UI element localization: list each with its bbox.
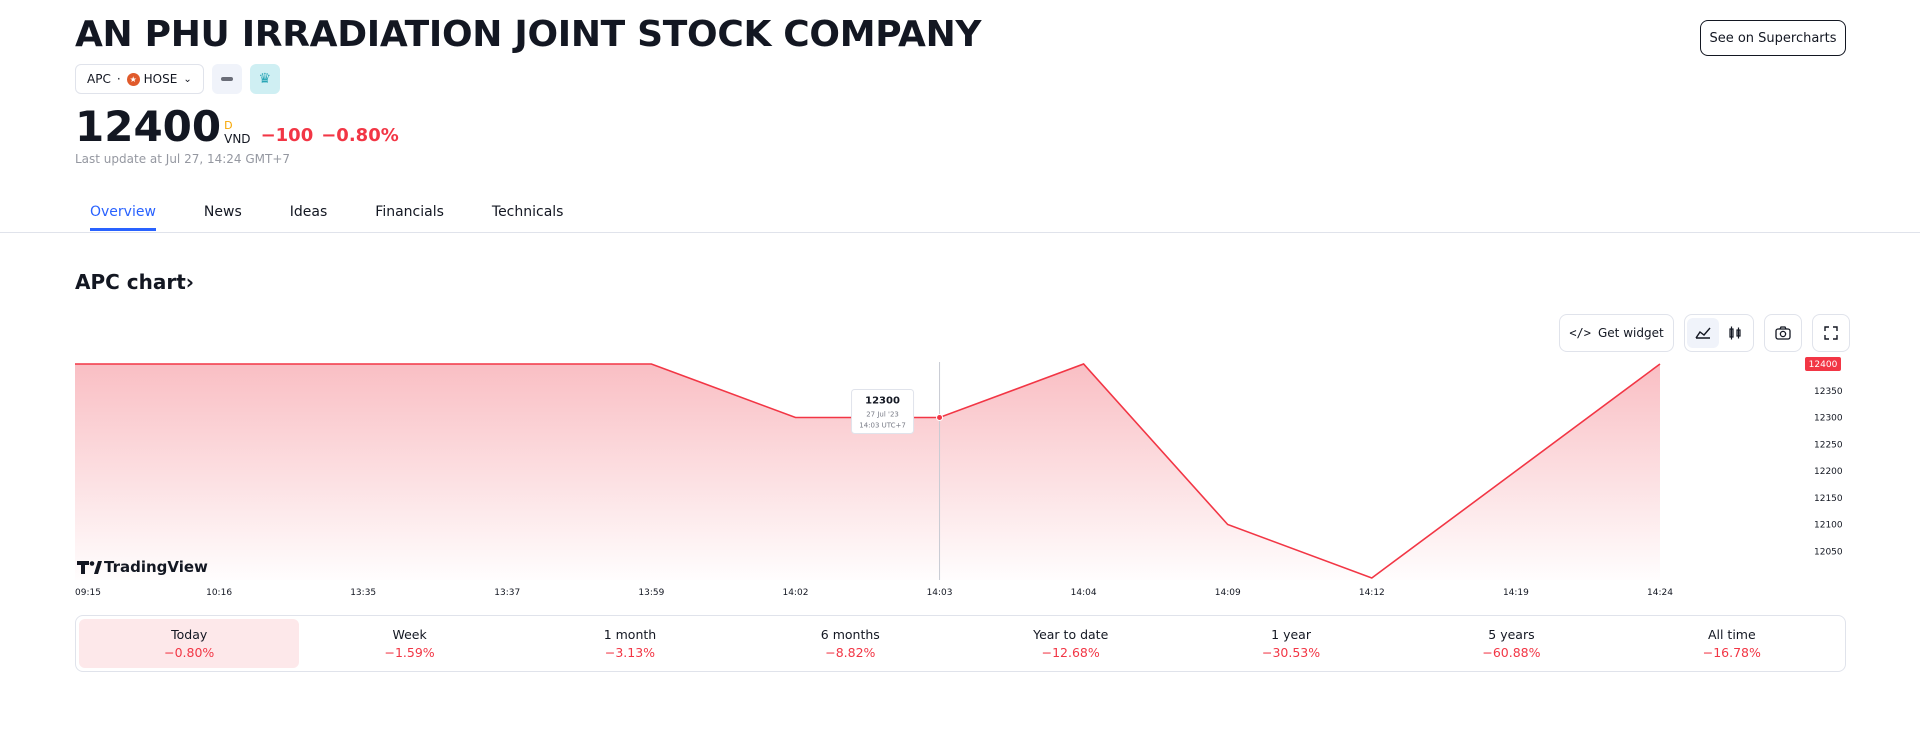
y-tick-label: 12300 [1814,414,1843,424]
candles-chart-icon[interactable] [1719,318,1751,348]
currency-block: D VND [224,119,250,146]
y-tick-label: 12150 [1814,494,1843,504]
range-change: −0.80% [164,645,215,660]
tooltip-value: 12300 [865,396,900,407]
camera-icon [1775,326,1791,340]
x-tick-label: 14:04 [1071,588,1097,598]
tab-news[interactable]: News [203,204,242,220]
tradingview-logo-dot [89,561,95,566]
tab-ideas[interactable]: Ideas [289,204,328,220]
tab-technicals[interactable]: Technicals [491,204,564,220]
range-change: −8.82% [825,645,876,660]
range-today[interactable]: Today −0.80% [79,619,300,668]
company-name: AN PHU IRRADIATION JOINT STOCK COMPANY [75,14,982,55]
x-tick-label: 13:37 [494,588,520,598]
price-change-pct: −0.80% [321,125,399,146]
range-5-years[interactable]: 5 years −60.88% [1401,619,1621,668]
range-1-year[interactable]: 1 year −30.53% [1181,619,1401,668]
crown-button[interactable]: ♛ [249,64,280,94]
x-tick-label: 14:03 [927,588,953,598]
last-update: Last update at Jul 27, 14:24 GMT+7 [75,152,291,166]
crown-icon: ♛ [258,71,271,87]
code-icon: </> [1569,326,1591,340]
range-label: 1 year [1271,627,1311,642]
price-value: 12400 [75,102,222,151]
range-selector: Today −0.80% Week −1.59% 1 month −3.13% … [75,615,1846,672]
range-label: Today [171,627,208,642]
page-header: AN PHU IRRADIATION JOINT STOCK COMPANY [75,14,982,55]
y-tick-label: 12250 [1814,440,1843,450]
area-chart-icon[interactable] [1687,318,1719,348]
x-tick-label: 13:35 [350,588,376,598]
get-widget-label: Get widget [1598,326,1664,340]
range-change: −16.78% [1702,645,1761,660]
price-change: −100 [260,125,314,146]
x-tick-label: 09:15 [75,588,101,598]
range-change: −60.88% [1482,645,1541,660]
x-tick-label: 10:16 [206,588,232,598]
country-flag-icon: ★ [126,72,140,86]
last-price-badge [1805,357,1841,371]
tooltip-time: 14:03 UTC+7 [859,422,906,430]
see-on-supercharts-button[interactable]: See on Supercharts [1700,20,1846,56]
range-label: 5 years [1488,627,1535,642]
tradingview-logo-icon [77,561,89,574]
x-tick-label: 14:24 [1647,588,1673,598]
range-1-month[interactable]: 1 month −3.13% [520,619,740,668]
chart-toolbar: </> Get widget [1559,314,1850,352]
market-status-icon [220,77,233,81]
x-tick-label: 14:09 [1215,588,1241,598]
range-label: 1 month [603,627,657,642]
y-tick-label: 12100 [1814,521,1843,531]
price-area [75,364,1660,580]
price-chart[interactable]: 09:15 10:16 13:35 13:37 13:59 14:02 14:03 14:04… [0,350,1920,610]
screenshot-button[interactable] [1764,314,1802,352]
fullscreen-button[interactable] [1812,314,1850,352]
range-label: Week [392,627,427,642]
tab-overview[interactable]: Overview [90,204,156,231]
last-price-label: 12400 [1809,360,1838,370]
x-tick-label: 14:12 [1359,588,1385,598]
tab-bar: Overview News Ideas Financials Technical… [90,204,563,231]
tab-financials[interactable]: Financials [375,204,444,220]
symbol-chips: APC · ★ HOSE ⌄ ♛ [75,64,280,94]
range-6-months[interactable]: 6 months −8.82% [740,619,960,668]
x-tick-label: 14:19 [1503,588,1529,598]
chart-type-group [1684,314,1754,352]
range-change: −30.53% [1261,645,1321,660]
range-change: −3.13% [604,645,656,660]
y-tick-label: 12200 [1814,467,1843,477]
tab-divider [0,232,1920,233]
range-label: Year to date [1033,627,1109,642]
range-all-time[interactable]: All time −16.78% [1622,619,1842,668]
range-label: All time [1707,627,1756,642]
range-change: −12.68% [1041,645,1100,660]
market-status-button[interactable] [211,64,242,94]
currency-badge: D [224,119,233,132]
y-tick-label: 12050 [1814,547,1843,557]
price-row: 12400 D VND −100 −0.80% [75,104,399,150]
exchange-label: HOSE [143,72,178,86]
range-week[interactable]: Week −1.59% [299,619,519,668]
tradingview-logo-text: TradingView [104,558,208,576]
separator-dot: · [116,72,121,86]
x-tick-label: 14:02 [782,588,808,598]
tradingview-logo-slash [94,561,102,574]
ticker-label: APC [87,72,111,86]
x-tick-label: 13:59 [638,588,664,598]
fullscreen-icon [1824,326,1838,340]
tooltip-date: 27 Jul '23 [866,411,899,419]
range-change: −1.59% [384,645,435,660]
symbol-chip[interactable]: APC · ★ HOSE ⌄ [75,64,204,94]
chevron-down-icon: ⌄ [183,73,192,85]
chart-title-link[interactable]: APC chart› [75,270,195,294]
y-tick-label: 12350 [1814,387,1843,397]
range-label: 6 months [820,627,880,642]
tooltip-box [851,389,915,434]
currency-label: VND [224,132,251,146]
range-year-to-date[interactable]: Year to date −12.68% [961,619,1181,668]
tradingview-logo[interactable]: TradingView [77,558,208,576]
get-widget-button[interactable]: </> Get widget [1559,314,1674,352]
hover-point [936,414,944,421]
